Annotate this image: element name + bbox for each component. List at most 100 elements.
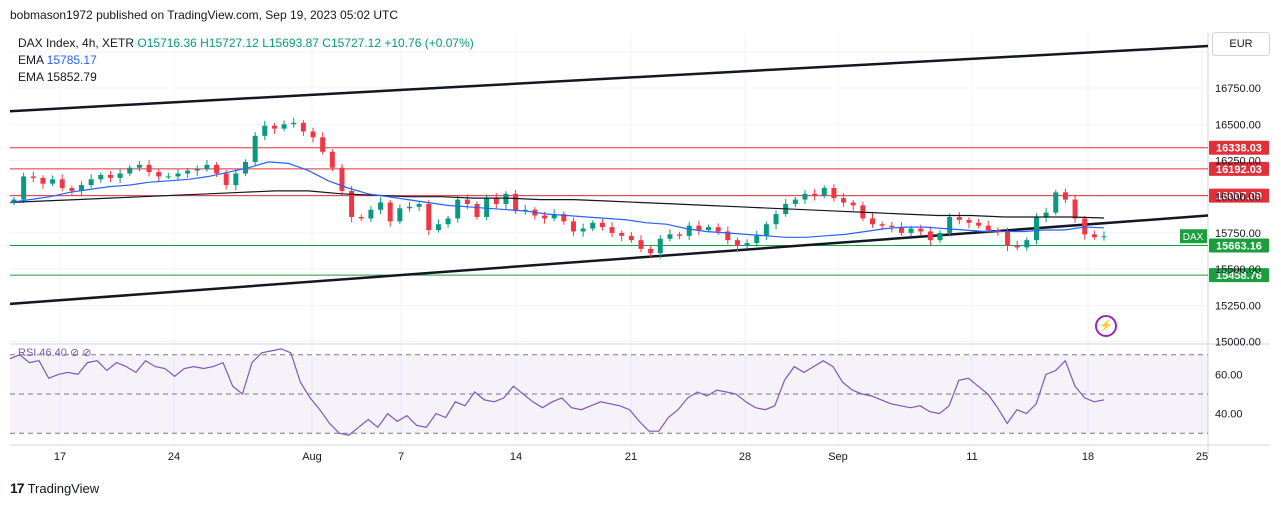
rsi-line (9, 348, 1105, 436)
rsi-tick-label: 60.00 (1215, 369, 1243, 381)
candle-body (445, 218, 451, 225)
candle-body (638, 240, 644, 249)
candle-body (127, 167, 133, 174)
candle-body (1005, 231, 1011, 246)
candle-body (416, 203, 422, 207)
candle-body (677, 234, 683, 236)
candle-body (551, 214, 557, 219)
candle-body (1101, 236, 1107, 238)
candle-body (98, 174, 104, 180)
candle-body (310, 131, 316, 138)
price-tick-label: 16750.00 (1215, 83, 1261, 95)
level-label: 16192.03 (1216, 164, 1262, 176)
trend-line (9, 44, 1209, 113)
candle-body (204, 164, 210, 170)
candle-body (918, 228, 924, 232)
candle-body (667, 234, 673, 239)
candle-body (513, 193, 519, 212)
ema-fast-label: EMA (18, 53, 44, 67)
candle-body (50, 179, 56, 184)
brand-label: TradingView (27, 480, 100, 496)
level-tag-resistance (1209, 161, 1269, 176)
time-tick-label: 24 (168, 451, 180, 463)
candle-body (11, 199, 17, 203)
candle-body (156, 172, 162, 177)
ema-fast-row: EMA 15785.17 (18, 52, 474, 69)
candle-body (300, 122, 306, 132)
candle-body (185, 170, 191, 174)
candle-body (320, 137, 326, 152)
ema-slow-label: EMA (18, 70, 44, 84)
trend-line (9, 214, 1209, 306)
candle-body (966, 219, 972, 223)
candle-body (175, 173, 181, 177)
time-tick-label: 11 (966, 451, 977, 463)
candle-body (368, 209, 374, 219)
candle-body (715, 227, 721, 232)
price-tick-label: 15250.00 (1215, 300, 1261, 312)
candle-body (1033, 216, 1039, 241)
candle-body (686, 225, 692, 236)
candle-body (406, 206, 412, 209)
candle-body (69, 188, 75, 191)
candle-body (329, 151, 335, 168)
candle-body (580, 228, 586, 232)
candle-body (609, 227, 615, 233)
candle-body (590, 222, 596, 229)
candle-body (1072, 199, 1078, 219)
candle-body (802, 193, 808, 200)
candle-body (628, 235, 634, 241)
price-tick-label: 16250.00 (1215, 155, 1261, 167)
candle-body (387, 202, 393, 222)
candle-body (21, 176, 27, 200)
level-tag-support (1209, 268, 1269, 283)
price-tick-label: 15000.00 (1215, 337, 1261, 349)
rsi-legend: RSI 46.40 ⊘ ⊘ (18, 347, 92, 359)
currency-selector[interactable]: EUR (1212, 32, 1270, 56)
candle-body (773, 214, 779, 225)
candle-body (542, 215, 548, 219)
price-tick-label: 16000.00 (1215, 192, 1261, 204)
candle-body (484, 198, 490, 217)
candle-body (648, 248, 654, 254)
candle-body (734, 240, 740, 246)
candle-body (194, 169, 200, 171)
candle-body (1043, 212, 1049, 217)
low-value: L15693.87 (262, 36, 319, 50)
candle-body (619, 232, 625, 236)
lightning-icon[interactable]: ⚡ (1095, 315, 1117, 337)
symbol-label: DAX Index, 4h, XETR (18, 36, 135, 50)
candle-body (792, 199, 798, 204)
tradingview-brand[interactable]: 17 TradingView (10, 480, 99, 496)
level-tag-support (1209, 238, 1269, 253)
time-tick-label: 25 (1196, 451, 1208, 463)
candle-body (233, 173, 239, 186)
time-tick-label: 21 (625, 451, 637, 463)
candle-body (349, 190, 355, 217)
candle-body (474, 203, 480, 217)
time-tick-label: Sep (828, 451, 848, 463)
candle-body (1082, 218, 1088, 235)
close-value: C15727.12 (322, 36, 381, 50)
candle-body (243, 161, 249, 174)
candle-body (378, 202, 384, 210)
candle-body (927, 231, 933, 241)
candle-body (976, 222, 982, 226)
time-tick-label: 18 (1082, 451, 1094, 463)
candle-body (262, 125, 268, 136)
candle-body (1091, 234, 1097, 238)
candle-body (291, 122, 297, 125)
publish-credit: bobmason1972 published on TradingView.co… (10, 8, 399, 22)
candle-body (107, 174, 113, 178)
ohlc-row: DAX Index, 4h, XETR O15716.36 H15727.12 … (18, 35, 474, 52)
candle-body (59, 179, 65, 188)
level-label: 15663.16 (1216, 240, 1262, 252)
candle-body (503, 193, 509, 204)
time-tick-label: 14 (510, 451, 522, 463)
rsi-tick-label: 40.00 (1215, 409, 1243, 421)
candle-body (455, 199, 461, 219)
candle-body (754, 235, 760, 244)
candle-body (464, 199, 470, 204)
high-value: H15727.12 (200, 36, 259, 50)
